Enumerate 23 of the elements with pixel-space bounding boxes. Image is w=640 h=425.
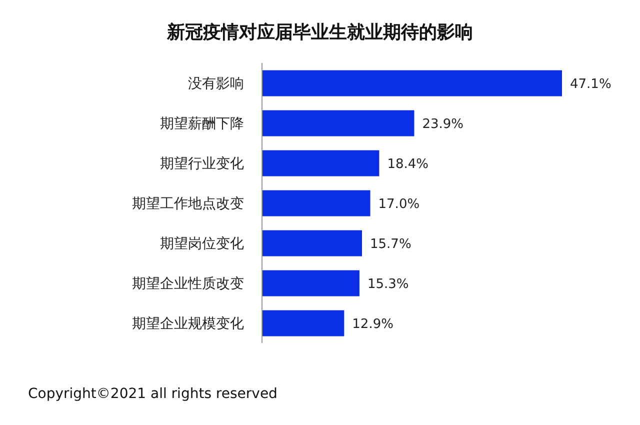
data-label: 15.3% xyxy=(367,276,409,292)
bar xyxy=(262,110,414,136)
data-label: 17.0% xyxy=(378,196,420,212)
data-label: 23.9% xyxy=(422,116,464,132)
y-tick-label: 期望企业规模变化 xyxy=(132,316,244,332)
data-label: 18.4% xyxy=(387,156,429,172)
data-label: 47.1% xyxy=(570,76,612,92)
y-tick-label: 没有影响 xyxy=(188,76,244,92)
bar xyxy=(262,230,362,256)
bar xyxy=(262,190,370,216)
data-label: 12.9% xyxy=(352,316,394,332)
bar xyxy=(262,150,380,176)
bar xyxy=(262,270,360,296)
y-tick-label: 期望工作地点改变 xyxy=(132,196,244,212)
text: Copyright©2021 all rights reserved xyxy=(28,386,278,402)
data-label: 15.7% xyxy=(370,236,412,252)
bar xyxy=(262,310,344,336)
y-tick-label: 期望岗位变化 xyxy=(160,236,244,252)
chart-title: 新冠疫情对应届毕业生就业期待的影响 xyxy=(166,21,474,45)
bar xyxy=(262,70,562,96)
y-tick-label: 期望企业性质改变 xyxy=(132,276,244,292)
y-tick-label: 期望薪酬下降 xyxy=(160,116,244,132)
y-tick-label: 期望行业变化 xyxy=(160,156,244,172)
